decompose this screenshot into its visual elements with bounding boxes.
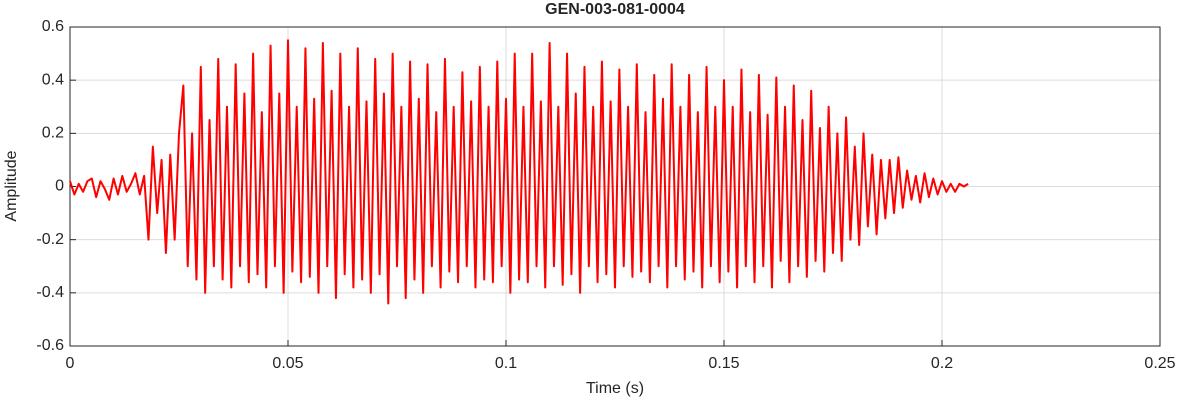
- x-tick-label: 0.1: [495, 355, 517, 372]
- x-axis-label: Time (s): [586, 380, 644, 397]
- y-tick-label: 0.4: [42, 71, 64, 88]
- y-tick-label: -0.6: [36, 337, 64, 354]
- waveform-line: [69, 39, 969, 305]
- plot-frame: [69, 26, 1161, 347]
- y-axis-label: Amplitude: [3, 150, 20, 221]
- y-tick-label: -0.4: [36, 284, 64, 301]
- y-tick-label: 0.2: [42, 125, 64, 142]
- y-tick-label: 0.6: [42, 18, 64, 35]
- x-tick-label: 0.15: [708, 355, 739, 372]
- y-tick-label: 0: [55, 178, 64, 195]
- x-tick-label: 0.05: [272, 355, 303, 372]
- chart-title: GEN-003-081-0004: [545, 1, 685, 18]
- x-tick-label: 0.2: [931, 355, 953, 372]
- y-tick-label: -0.2: [36, 231, 64, 248]
- x-tick-label: 0: [66, 355, 75, 372]
- x-tick-label: 0.25: [1144, 355, 1175, 372]
